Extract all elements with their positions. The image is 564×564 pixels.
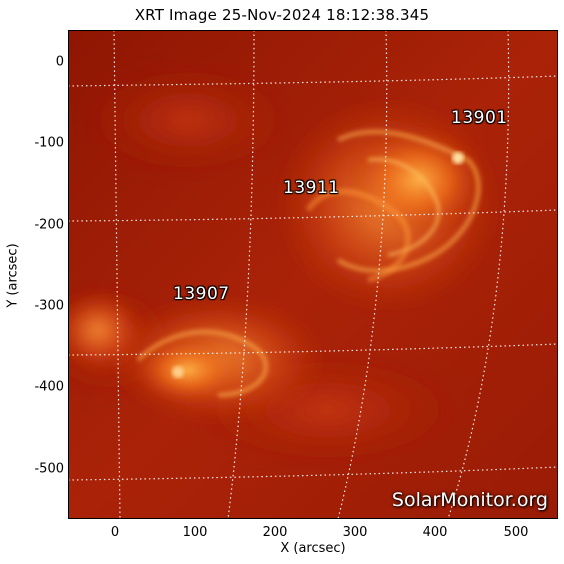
heliographic-grid: [68, 30, 558, 519]
region-label-13901: 13901: [451, 108, 508, 128]
solarmonitor-watermark: SolarMonitor.org: [391, 489, 548, 511]
x-tick-label: 0: [110, 525, 120, 540]
x-tick-label: 400: [422, 525, 448, 540]
active-region-13901-emission: [273, 95, 503, 315]
y-tick-label: -300: [34, 298, 64, 314]
y-tick-label: -200: [34, 217, 64, 233]
grid-longitude-line: [227, 30, 255, 519]
x-axis-label: X (arcsec): [280, 541, 346, 556]
region-label-13907: 13907: [173, 284, 230, 304]
x-tick-label: 100: [182, 525, 208, 540]
x-tick-label: 200: [262, 525, 288, 540]
active-region-13907-emission: [68, 290, 328, 425]
y-tick-label: 0: [55, 54, 64, 70]
image-title: XRT Image 25-Nov-2024 18:12:38.345: [134, 6, 430, 24]
x-tick-label: 300: [342, 525, 368, 540]
y-tick-label: -400: [34, 379, 64, 395]
y-tick-label: -500: [34, 461, 64, 477]
grid-latitude-line: [68, 466, 558, 481]
region-label-13911: 13911: [283, 178, 340, 198]
plot-frame: [68, 30, 558, 519]
solar-map-svg: [68, 30, 558, 519]
y-axis-label: Y (arcsec): [5, 243, 21, 308]
x-tick-label: 500: [503, 525, 529, 540]
solar-map-plot: 13901 13911 13907 SolarMonitor.org: [68, 30, 558, 519]
y-tick-label: -100: [34, 135, 64, 151]
grid-latitude-line: [68, 209, 558, 222]
grid-latitude-line: [68, 343, 558, 356]
grid-latitude-line: [68, 75, 558, 87]
